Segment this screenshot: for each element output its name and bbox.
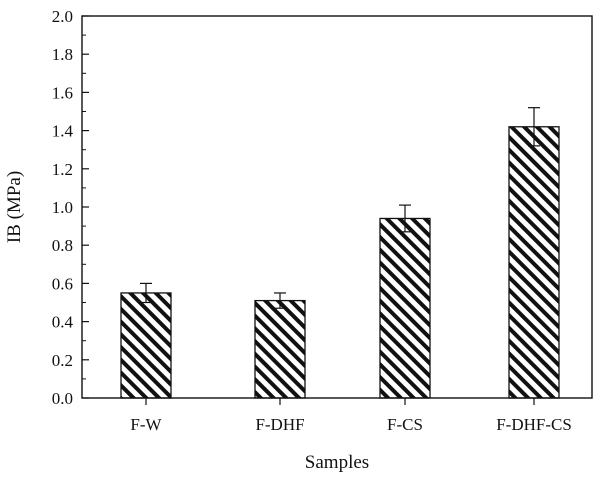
y-tick-label: 0.6 <box>52 274 73 293</box>
y-tick-label: 0.0 <box>52 389 73 408</box>
error-bar-f-dhf <box>274 292 286 309</box>
y-tick-label: 1.4 <box>52 122 74 141</box>
x-tick-label: F-DHF-CS <box>496 415 572 434</box>
y-axis-title: IB (MPa) <box>4 171 25 243</box>
y-tick-label: 1.8 <box>52 45 73 64</box>
bar-f-w <box>120 292 172 399</box>
x-tick-label: F-W <box>130 415 162 434</box>
error-bar-f-dhf-cs <box>528 107 540 147</box>
y-tick-label: 2.0 <box>52 7 73 26</box>
bar-f-cs <box>379 217 431 399</box>
x-axis: F-W F-DHF F-CS F-DHF-CS <box>130 398 572 434</box>
y-tick-label: 1.6 <box>52 83 73 102</box>
bar-f-dhf-cs <box>508 126 560 399</box>
y-tick-label: 0.2 <box>52 351 73 370</box>
error-bars-layer <box>140 107 540 309</box>
bar-f-dhf <box>254 299 306 399</box>
error-bar-f-cs <box>399 204 411 233</box>
bars-layer <box>120 126 560 399</box>
y-tick-label: 0.4 <box>52 313 74 332</box>
x-axis-title: Samples <box>305 452 369 473</box>
error-bar-f-w <box>140 282 152 304</box>
y-axis: 0.0 0.2 0.4 0.6 0.8 1.0 1.2 1.4 1.6 1.8 2.0 <box>52 7 89 408</box>
y-tick-label: 1.2 <box>52 160 73 179</box>
x-tick-label: F-CS <box>387 415 423 434</box>
y-tick-label: 0.8 <box>52 236 73 255</box>
y-tick-label: 1.0 <box>52 198 73 217</box>
x-tick-label: F-DHF <box>255 415 304 434</box>
